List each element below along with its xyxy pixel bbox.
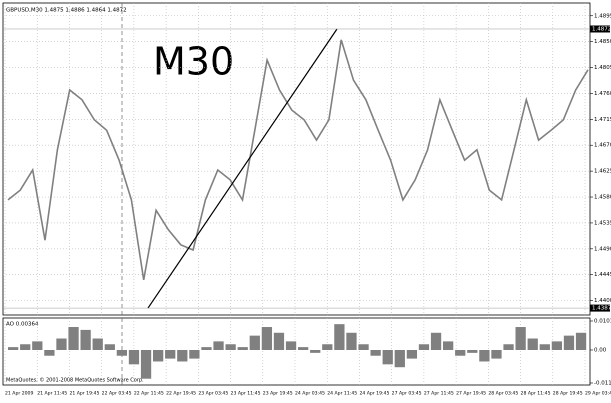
indicator-bar — [189, 349, 200, 359]
x-tick-label: 27 Apr 03:45 — [392, 391, 422, 397]
x-tick-label: 23 Apr 11:45 — [231, 391, 261, 397]
indicator-label: AO 0.00364 — [6, 322, 39, 328]
y-tick-label: 1.4715 — [594, 117, 611, 123]
indicator-bar — [358, 344, 369, 350]
x-tick-label: 27 Apr 19:45 — [456, 391, 486, 397]
indicator-bar — [8, 347, 19, 350]
x-tick-label: 22 Apr 11:45 — [134, 391, 164, 397]
indicator-bar — [467, 349, 478, 353]
x-tick-label: 24 Apr 03:45 — [295, 391, 325, 397]
indicator-bar — [382, 349, 393, 365]
indicator-bar — [116, 349, 128, 356]
annotation: M30 — [153, 40, 234, 84]
indicator-bar — [165, 349, 176, 359]
indicator-bar — [92, 338, 103, 350]
price-marker-label: 1.4387 — [592, 306, 611, 312]
y-tick-label: 1.4580 — [594, 195, 611, 201]
indicator-tick-label: 0.00 — [594, 347, 607, 353]
indicator-tick-label: -0.0115 — [594, 381, 611, 387]
y-tick-label: 1.4670 — [594, 143, 611, 149]
indicator-bar — [503, 344, 514, 350]
indicator-bar — [140, 349, 152, 379]
x-tick-label: 27 Apr 11:45 — [424, 391, 454, 397]
indicator-bar — [491, 349, 502, 359]
indicator-bar — [68, 327, 79, 350]
indicator-bar — [56, 338, 67, 350]
x-tick-label: 28 Apr 19:45 — [553, 391, 583, 397]
chart-title: GBPUSD,M30 1.4875 1.4886 1.4864 1.4872 — [6, 8, 127, 14]
indicator-bar — [346, 332, 357, 350]
x-tick-label: 22 Apr 03:45 — [102, 391, 132, 397]
indicator-bar — [213, 341, 224, 350]
indicator-bar — [563, 335, 575, 350]
y-tick-label: 1.4805 — [594, 65, 611, 71]
x-tick-label: 29 Apr 03:45 — [585, 391, 611, 397]
indicator-bar — [455, 349, 466, 356]
x-tick-label: 21 Apr 19:45 — [69, 391, 99, 397]
x-tick-label: 21 Apr 2009 — [5, 391, 33, 397]
price-line — [7, 39, 589, 281]
y-tick-label: 1.4760 — [594, 91, 611, 97]
x-tick-label: 23 Apr 03:45 — [198, 391, 228, 397]
indicator-bar — [370, 349, 381, 356]
indicator-bar — [443, 341, 454, 350]
indicator-bar — [515, 327, 526, 350]
indicator-bar — [539, 344, 550, 350]
footer: MetaQuotes, © 2001-2008 MetaQuotes Softw… — [6, 377, 144, 384]
y-tick-label: 1.4445 — [594, 272, 611, 278]
main-pane — [2, 2, 591, 316]
indicator-bar — [551, 341, 563, 350]
indicator-bar — [261, 327, 273, 350]
indicator-bar — [225, 344, 236, 350]
indicator-bar — [430, 332, 442, 350]
indicator-bar — [418, 344, 430, 350]
price-marker-label: 1.4872 — [592, 26, 611, 32]
x-tick-label: 28 Apr 03:45 — [488, 391, 518, 397]
indicator-bar — [153, 349, 164, 362]
indicator-bar — [104, 344, 115, 350]
x-tick-label: 24 Apr 19:45 — [359, 391, 389, 397]
indicator-bar — [334, 324, 345, 350]
indicator-bar — [285, 341, 297, 350]
indicator-bar — [527, 338, 538, 350]
y-tick-label: 1.4625 — [594, 169, 611, 175]
indicator-bar — [128, 349, 140, 365]
indicator-bar — [177, 349, 188, 362]
indicator-bar — [44, 349, 55, 356]
indicator-bar — [32, 341, 43, 350]
indicator-bar — [80, 329, 91, 350]
indicator-bar — [394, 349, 405, 368]
y-tick-label: 1.4490 — [594, 246, 611, 252]
x-tick-label: 28 Apr 11:45 — [521, 391, 551, 397]
y-tick-label: 1.4400 — [594, 298, 611, 304]
indicator-pane — [2, 317, 591, 386]
y-tick-label: 1.4535 — [594, 220, 611, 226]
indicator-bar — [479, 349, 490, 362]
indicator-bar — [249, 335, 260, 350]
x-tick-label: 21 Apr 11:45 — [37, 391, 67, 397]
indicator-tick-label: 0.0101 — [594, 319, 611, 325]
y-tick-label: 1.4895 — [594, 13, 611, 19]
x-tick-label: 24 Apr 11:45 — [327, 391, 357, 397]
x-tick-label: 23 Apr 19:45 — [263, 391, 293, 397]
y-tick-label: 1.4850 — [594, 39, 611, 45]
price-marker-box — [590, 304, 610, 312]
indicator-bar — [237, 347, 248, 350]
indicator-bar — [322, 344, 333, 350]
indicator-bar — [406, 349, 418, 359]
price-marker-box — [590, 25, 610, 33]
x-tick-label: 22 Apr 19:45 — [166, 391, 196, 397]
indicator-bar — [575, 332, 587, 350]
indicator-bar — [298, 347, 309, 350]
trend-line — [147, 28, 338, 309]
indicator-bar — [20, 344, 31, 350]
indicator-bar — [201, 347, 212, 350]
indicator-bar — [310, 349, 321, 353]
indicator-bar — [273, 332, 285, 350]
